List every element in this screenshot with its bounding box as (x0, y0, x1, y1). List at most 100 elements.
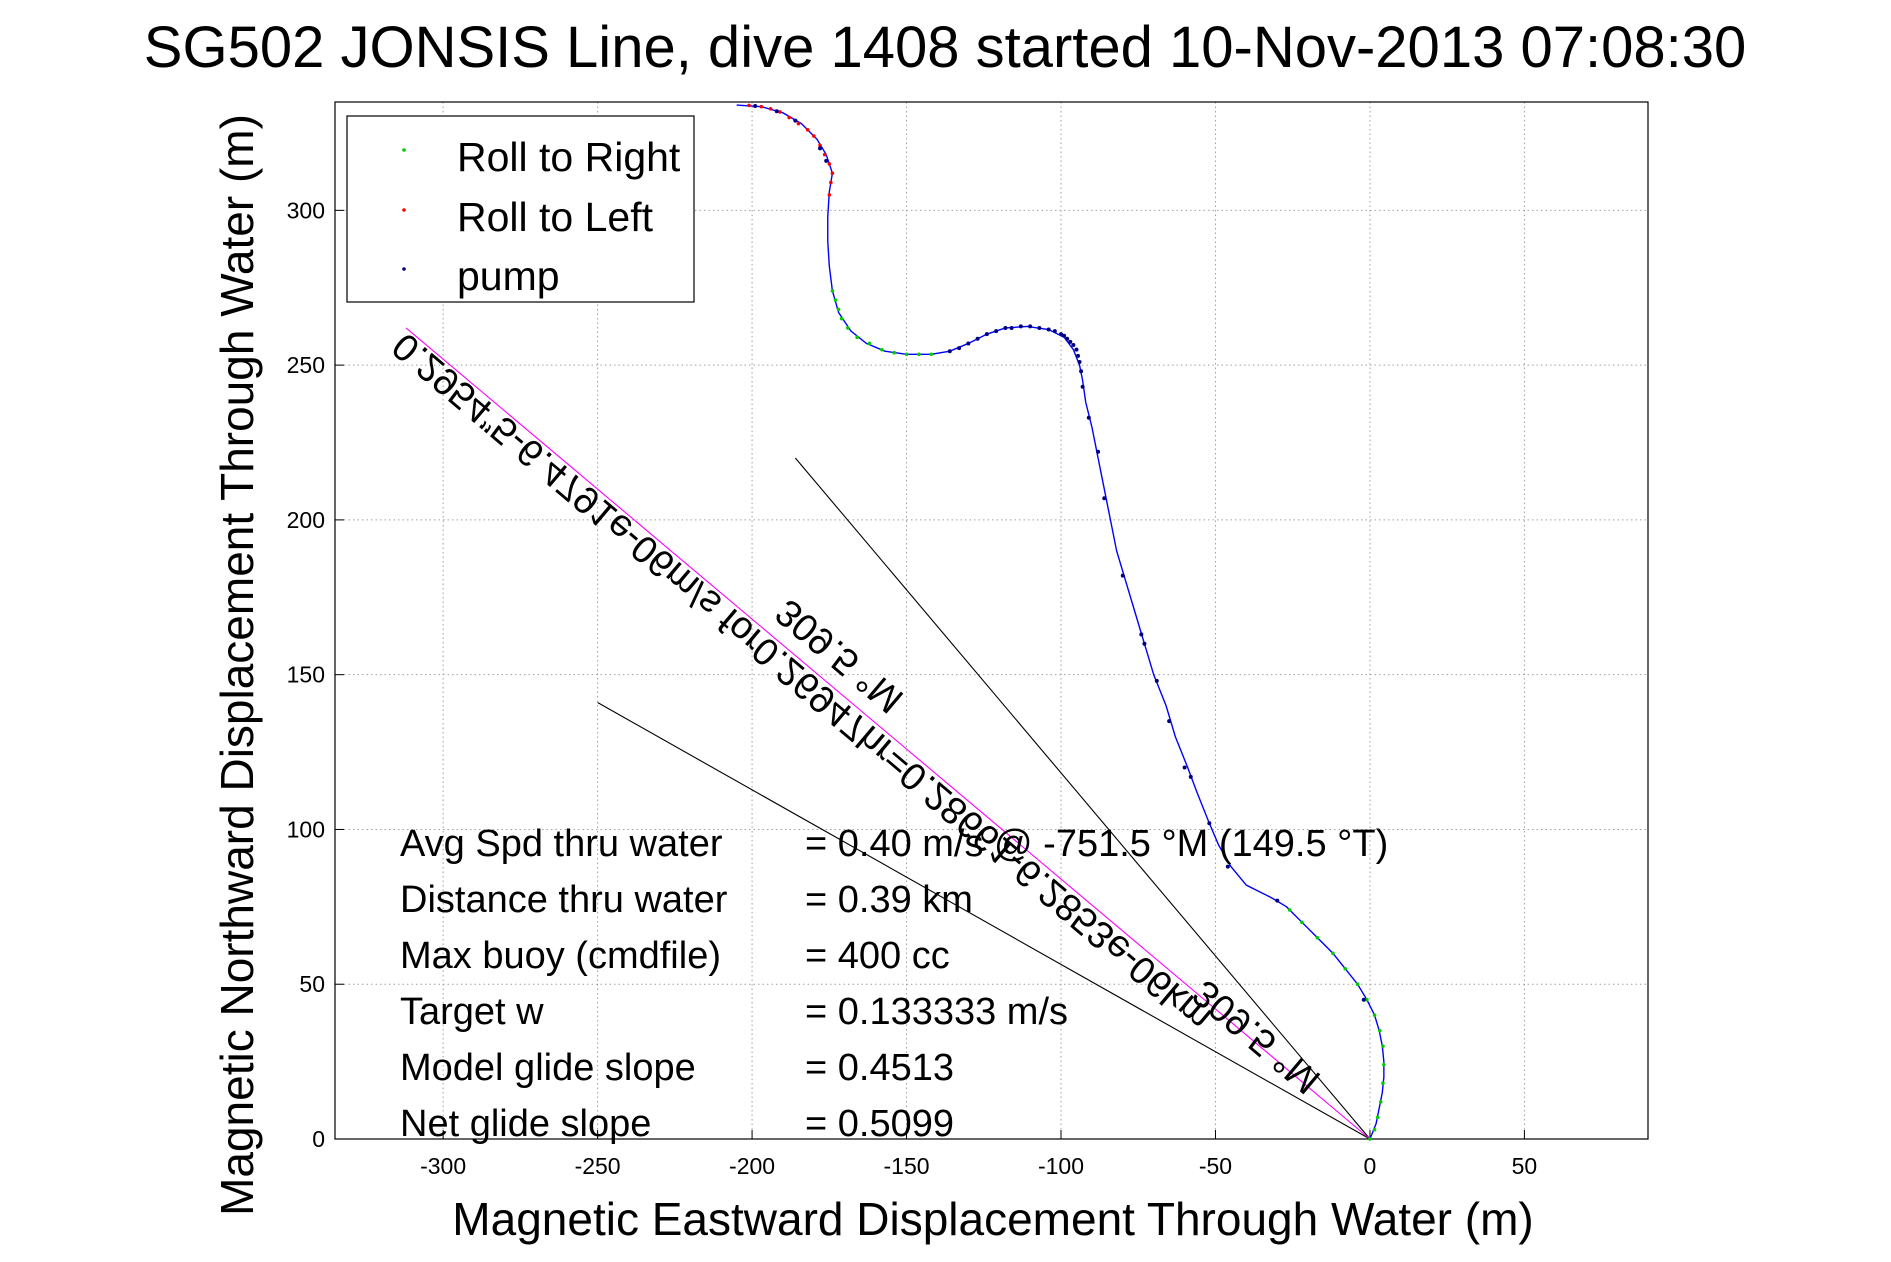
pump-point-16 (1077, 360, 1082, 365)
pump-point-30 (1003, 325, 1008, 330)
y-tick-label-4: 200 (287, 507, 325, 533)
roll-right-point-9 (1365, 997, 1369, 1002)
roll-right-point-25 (904, 352, 909, 357)
roll-left-point-1 (829, 180, 833, 185)
stat-value-max-buoy: = 400 cc (805, 935, 950, 977)
roll-right-point-4 (1381, 1081, 1385, 1086)
y-tick-label-5: 250 (287, 352, 325, 378)
stat-label-max-buoy: Max buoy (cmdfile) (400, 935, 721, 977)
roll-left-markers (747, 103, 835, 197)
y-tick-labels: 0 50 100 150 200 250 300 (287, 197, 325, 1152)
pump-point-35 (957, 346, 962, 351)
roll-left-point-12 (759, 104, 764, 109)
roll-right-point-7 (1378, 1028, 1382, 1033)
roll-right-point-23 (880, 347, 884, 352)
stat-label-distance: Distance thru water (400, 879, 728, 921)
pump-point-36 (947, 349, 952, 354)
x-tick-label-0: -300 (420, 1153, 466, 1179)
pump-point-14 (1080, 384, 1085, 389)
pump-point-25 (1046, 327, 1051, 332)
stat-label-target-w: Target w (400, 991, 544, 1033)
roll-left-point-10 (778, 110, 782, 114)
pump-point-21 (1065, 336, 1070, 341)
pump-point-13 (1086, 415, 1091, 420)
line-glide-2 (597, 702, 1371, 1140)
roll-right-markers (830, 289, 1386, 1141)
y-tick-label-6: 300 (287, 197, 325, 223)
pump-point-37 (824, 158, 829, 163)
roll-left-point-5 (818, 143, 822, 148)
roll-right-point-0 (1368, 1137, 1372, 1141)
pump-point-22 (1062, 333, 1067, 338)
x-axis-label: Magnetic Eastward Displacement Through W… (452, 1193, 1533, 1245)
line-glide-1 (794, 457, 1371, 1140)
x-tick-label-5: -50 (1199, 1153, 1232, 1179)
x-tick-label-6: 0 (1364, 1153, 1377, 1179)
stat-label-model-glide: Model glide slope (400, 1047, 696, 1089)
roll-left-point-8 (796, 121, 801, 126)
roll-right-point-3 (1378, 1100, 1383, 1104)
roll-right-point-13 (1315, 935, 1320, 940)
y-tick-label-0: 0 (312, 1126, 325, 1152)
roll-right-point-15 (1287, 908, 1292, 912)
dive-statistics: Avg Spd thru water = 0.40 m/s @ -751.5 °… (400, 823, 1388, 1145)
pump-point-32 (984, 332, 989, 337)
roll-right-point-17 (836, 307, 841, 312)
stat-value-distance: = 0.39 km (805, 879, 973, 921)
glider-track-line (736, 104, 1385, 1140)
legend-label-roll-right: Roll to Right (457, 134, 681, 180)
pump-point-9 (1139, 632, 1144, 637)
pump-point-11 (1102, 496, 1107, 501)
y-tick-label-1: 50 (299, 971, 325, 997)
pump-point-34 (966, 341, 971, 346)
roll-right-point-6 (1381, 1044, 1385, 1048)
chart-title: SG502 JONSIS Line, dive 1408 started 10-… (144, 15, 1746, 80)
legend: Roll to Right Roll to Left pump (346, 115, 695, 303)
pump-point-17 (1076, 353, 1081, 358)
pump-point-29 (1009, 325, 1014, 330)
stat-value-target-w: = 0.133333 m/s (805, 991, 1068, 1033)
stat-value-model-glide: = 0.4513 (805, 1047, 954, 1089)
roll-right-point-12 (1331, 951, 1335, 956)
roll-right-point-18 (833, 298, 838, 302)
y-tick-label-3: 150 (287, 662, 325, 688)
roll-left-point-6 (812, 134, 816, 138)
legend-marker-roll-right (402, 148, 406, 152)
stat-label-avg-speed: Avg Spd thru water (400, 823, 723, 865)
pump-point-19 (1071, 342, 1076, 347)
roll-left-point-3 (827, 162, 832, 166)
legend-marker-roll-left (402, 208, 406, 212)
roll-right-point-27 (929, 352, 934, 357)
y-axis-label: Magnetic Northward Displacement Through … (211, 114, 263, 1216)
roll-right-point-5 (1382, 1062, 1386, 1067)
x-tick-label-3: -150 (884, 1153, 930, 1179)
roll-right-point-2 (1375, 1115, 1380, 1120)
pump-point-41 (753, 104, 758, 109)
pump-point-1 (1275, 898, 1280, 903)
roll-right-point-8 (1372, 1013, 1377, 1017)
pump-point-24 (1052, 329, 1057, 334)
pump-point-40 (774, 109, 779, 114)
pump-point-23 (1059, 332, 1064, 337)
roll-left-point-0 (827, 193, 832, 197)
roll-right-point-14 (1300, 920, 1304, 925)
pump-point-15 (1079, 369, 1084, 374)
pump-point-6 (1167, 719, 1172, 724)
pump-point-12 (1096, 449, 1101, 454)
reference-lines (405, 327, 1371, 1140)
roll-right-point-11 (1343, 966, 1348, 971)
roll-left-point-7 (805, 128, 810, 132)
stat-label-net-glide: Net glide slope (400, 1103, 651, 1145)
x-tick-label-2: -200 (729, 1153, 775, 1179)
line-current (405, 327, 1371, 1140)
pump-point-27 (1028, 324, 1033, 329)
pump-point-31 (994, 329, 999, 334)
stat-value-avg-speed: = 0.40 m/s @ -751.5 °M (149.5 °T) (805, 823, 1388, 865)
pump-point-2 (1225, 864, 1230, 869)
axes-box (334, 101, 1649, 1140)
roll-right-point-10 (1355, 982, 1360, 987)
roll-left-point-9 (787, 115, 791, 120)
pump-point-39 (793, 118, 798, 123)
